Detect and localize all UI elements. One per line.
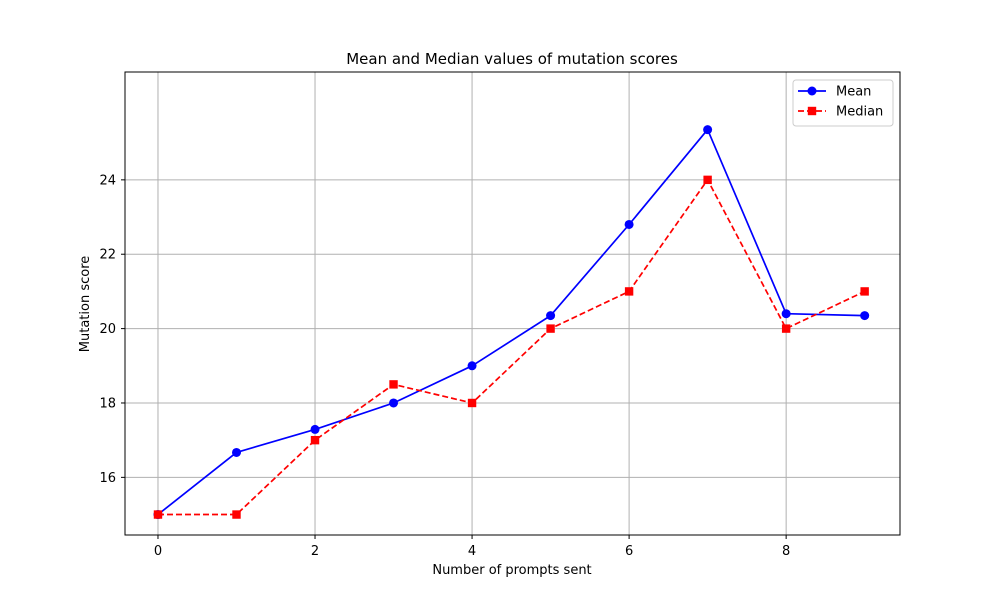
y-tick-label: 16	[99, 471, 116, 486]
y-axis-label: Mutation score	[78, 256, 93, 352]
mean-point	[231, 447, 241, 457]
legend-median-marker	[807, 106, 817, 116]
median-point	[467, 398, 477, 408]
x-tick-label: 0	[154, 544, 162, 559]
mean-series-line	[157, 128, 865, 516]
axes-frame	[124, 71, 901, 536]
mean-point	[389, 398, 399, 408]
x-tick-label: 6	[625, 544, 633, 559]
median-point	[153, 510, 163, 519]
mean-point	[781, 309, 791, 319]
legend-mean-label: Mean	[836, 85, 871, 100]
x-tick-label: 2	[311, 544, 319, 559]
median-point	[624, 287, 634, 296]
plot-series	[153, 125, 870, 520]
y-tick-label: 24	[99, 173, 116, 188]
x-tick-label: 4	[468, 544, 476, 559]
x-tick-label: 8	[782, 544, 790, 559]
y-tick-label: 20	[99, 322, 116, 337]
legend-mean-marker	[807, 86, 817, 96]
mean-point	[624, 219, 634, 229]
median-series-line	[158, 178, 866, 516]
mean-point	[310, 424, 320, 434]
y-tick-label: 18	[99, 396, 116, 411]
legend-median-label: Median	[836, 105, 883, 120]
median-point	[546, 324, 555, 333]
y-tick-label: 22	[99, 248, 116, 263]
mean-point	[703, 125, 713, 135]
x-axis-label: Number of prompts sent	[432, 563, 591, 578]
legend: Mean Median	[792, 79, 894, 127]
mean-point	[467, 361, 477, 371]
median-point	[781, 324, 791, 333]
grid	[125, 72, 900, 535]
median-point	[310, 435, 320, 445]
median-point	[232, 510, 241, 519]
median-point	[389, 380, 398, 389]
mean-point	[546, 311, 556, 321]
median-point	[703, 175, 712, 185]
median-point	[860, 287, 869, 296]
mean-point	[860, 311, 870, 321]
chart-title: Mean and Median values of mutation score…	[346, 50, 678, 68]
